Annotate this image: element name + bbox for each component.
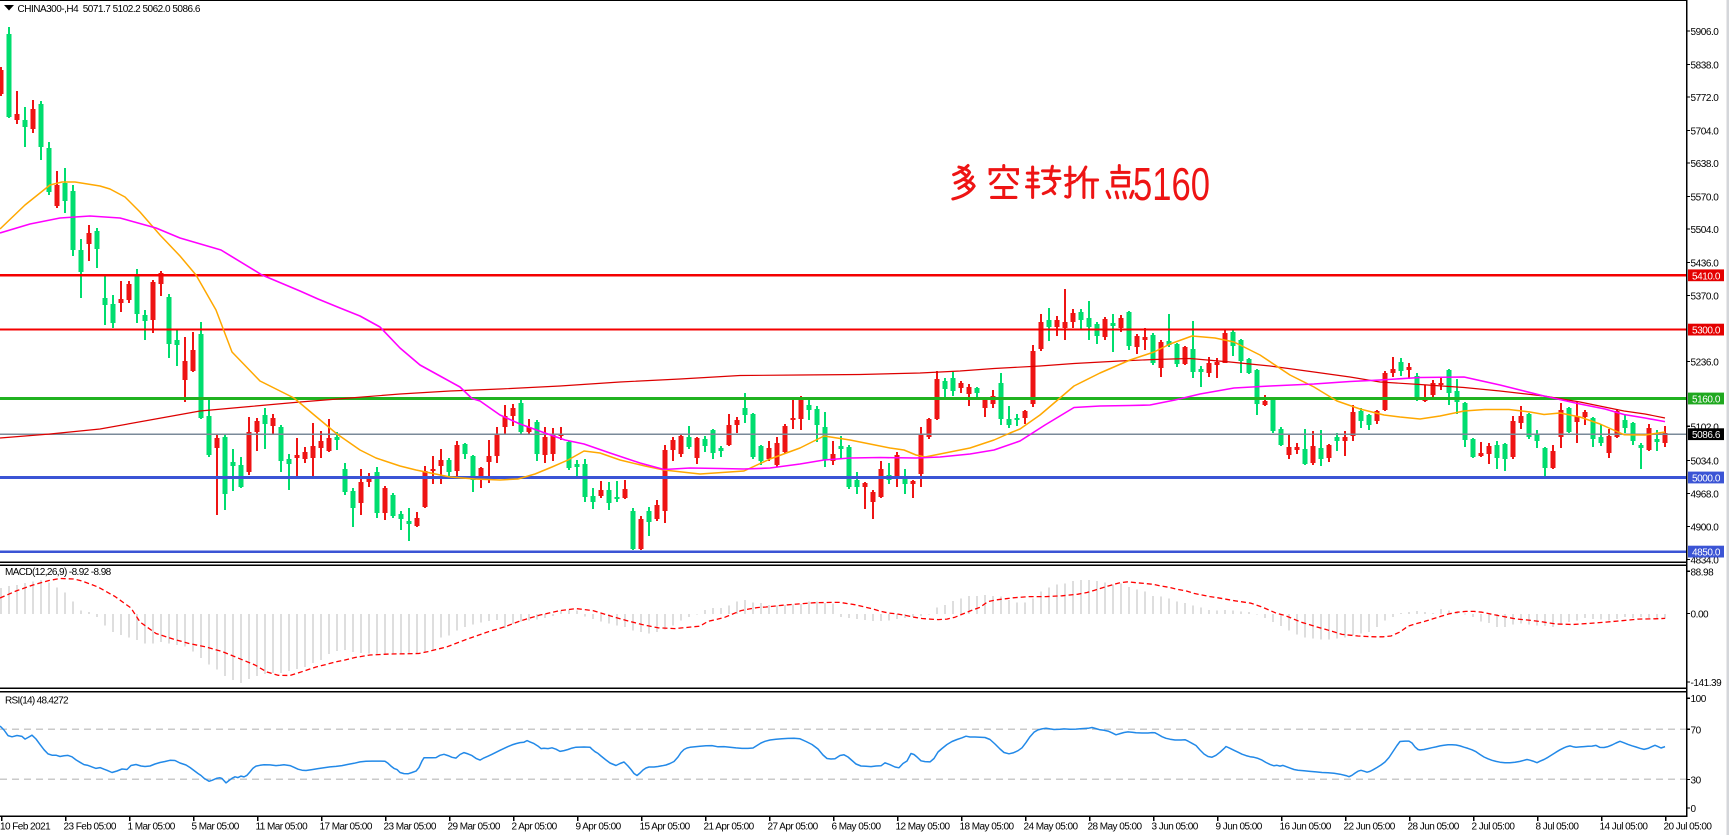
svg-text:28 May 05:00: 28 May 05:00 — [1088, 821, 1143, 832]
svg-text:21 Apr 05:00: 21 Apr 05:00 — [704, 821, 755, 832]
svg-text:27 Apr 05:00: 27 Apr 05:00 — [768, 821, 819, 832]
svg-text:5300.0: 5300.0 — [1692, 326, 1721, 337]
svg-text:23 Feb 05:00: 23 Feb 05:00 — [64, 821, 117, 832]
svg-text:3 Jun 05:00: 3 Jun 05:00 — [1152, 821, 1199, 832]
svg-text:5236.0: 5236.0 — [1691, 358, 1720, 369]
svg-text:5838.0: 5838.0 — [1691, 61, 1720, 72]
svg-text:5570.0: 5570.0 — [1691, 193, 1720, 204]
svg-text:6 May 05:00: 6 May 05:00 — [832, 821, 882, 832]
svg-text:22 Jun 05:00: 22 Jun 05:00 — [1344, 821, 1396, 832]
svg-text:0: 0 — [1691, 804, 1697, 815]
svg-text:2 Apr 05:00: 2 Apr 05:00 — [512, 821, 558, 832]
svg-text:5102.0: 5102.0 — [1691, 422, 1720, 433]
svg-text:9 Apr 05:00: 9 Apr 05:00 — [576, 821, 622, 832]
svg-text:70: 70 — [1691, 725, 1702, 736]
svg-text:0.00: 0.00 — [1691, 610, 1710, 621]
svg-text:CHINA300-,H4 5071.7 5102.2 50: CHINA300-,H4 5071.7 5102.2 5062.0 5086.6 — [18, 4, 201, 15]
svg-text:9 Jun 05:00: 9 Jun 05:00 — [1216, 821, 1263, 832]
svg-text:-141.39: -141.39 — [1691, 678, 1723, 689]
svg-text:10 Feb 2021: 10 Feb 2021 — [0, 821, 51, 832]
svg-text:16 Jun 05:00: 16 Jun 05:00 — [1280, 821, 1332, 832]
svg-text:4850.0: 4850.0 — [1692, 548, 1721, 559]
svg-text:29 Mar 05:00: 29 Mar 05:00 — [448, 821, 501, 832]
svg-text:5906.0: 5906.0 — [1691, 27, 1720, 38]
svg-text:4900.0: 4900.0 — [1691, 523, 1720, 534]
svg-text:5086.6: 5086.6 — [1692, 430, 1721, 441]
svg-text:11 Mar 05:00: 11 Mar 05:00 — [256, 821, 309, 832]
svg-text:17 Mar 05:00: 17 Mar 05:00 — [320, 821, 373, 832]
svg-text:18 May 05:00: 18 May 05:00 — [960, 821, 1015, 832]
svg-text:12 May 05:00: 12 May 05:00 — [896, 821, 951, 832]
svg-text:5034.0: 5034.0 — [1691, 457, 1720, 468]
svg-text:5772.0: 5772.0 — [1691, 93, 1720, 104]
svg-text:RSI(14) 48.4272: RSI(14) 48.4272 — [5, 696, 69, 707]
svg-text:5160: 5160 — [1133, 158, 1210, 210]
svg-text:5504.0: 5504.0 — [1691, 225, 1720, 236]
svg-text:MACD(12,26,9) -8.92 -8.98: MACD(12,26,9) -8.92 -8.98 — [5, 567, 112, 578]
svg-text:5 Mar 05:00: 5 Mar 05:00 — [192, 821, 240, 832]
svg-text:20 Jul 05:00: 20 Jul 05:00 — [1664, 821, 1713, 832]
svg-text:100: 100 — [1691, 694, 1707, 705]
svg-text:23 Mar 05:00: 23 Mar 05:00 — [384, 821, 437, 832]
svg-text:15 Apr 05:00: 15 Apr 05:00 — [640, 821, 691, 832]
svg-text:24 May 05:00: 24 May 05:00 — [1024, 821, 1079, 832]
svg-text:30: 30 — [1691, 776, 1702, 787]
svg-text:1 Mar 05:00: 1 Mar 05:00 — [128, 821, 176, 832]
svg-text:2 Jul 05:00: 2 Jul 05:00 — [1472, 821, 1516, 832]
svg-text:5000.0: 5000.0 — [1692, 474, 1721, 485]
svg-text:88.98: 88.98 — [1691, 567, 1715, 578]
svg-text:4968.0: 4968.0 — [1691, 490, 1720, 501]
svg-text:5410.0: 5410.0 — [1692, 271, 1721, 282]
svg-text:5436.0: 5436.0 — [1691, 259, 1720, 270]
svg-text:4834.0: 4834.0 — [1691, 556, 1720, 567]
svg-text:5160.0: 5160.0 — [1692, 395, 1721, 406]
svg-text:8 Jul 05:00: 8 Jul 05:00 — [1536, 821, 1580, 832]
svg-text:28 Jun 05:00: 28 Jun 05:00 — [1408, 821, 1460, 832]
svg-text:5638.0: 5638.0 — [1691, 159, 1720, 170]
svg-text:14 Jul 05:00: 14 Jul 05:00 — [1600, 821, 1649, 832]
svg-text:5704.0: 5704.0 — [1691, 127, 1720, 138]
svg-text:5370.0: 5370.0 — [1691, 292, 1720, 303]
